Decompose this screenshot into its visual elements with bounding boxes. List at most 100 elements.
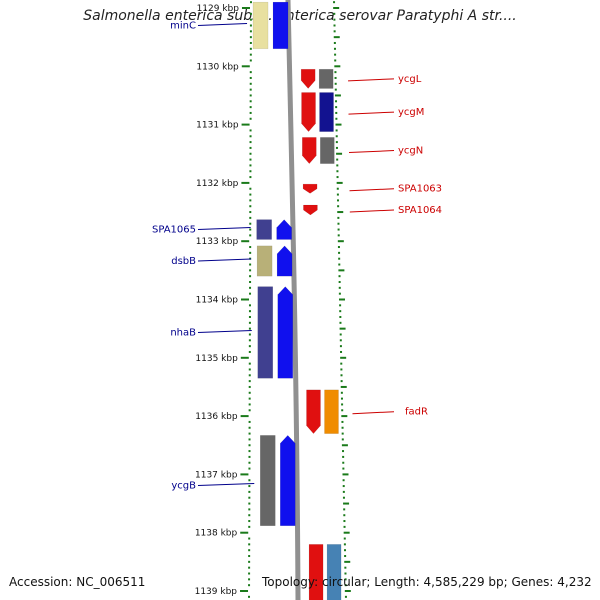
gene-label-forward: SPA1065 <box>152 225 196 236</box>
ruler-tick-right <box>344 595 347 598</box>
ruler-tick-major-left <box>241 240 250 243</box>
ruler-tick-right <box>338 251 341 254</box>
ruler-tick-left <box>249 146 252 149</box>
ruler-label: 1134 kbp <box>196 296 239 306</box>
ruler-tick-right <box>337 205 340 208</box>
ruler-tick-left <box>249 152 252 155</box>
gene-label-leader <box>348 150 395 154</box>
gene-label-leader <box>349 209 395 213</box>
ruler-tick-right <box>336 164 339 167</box>
gene-label-forward: nhaB <box>170 327 196 338</box>
gene-label-forward: dsbB <box>171 256 196 267</box>
ruler-tick-right <box>343 514 346 517</box>
ruler-tick-left <box>249 234 252 237</box>
gene-label-leader <box>352 411 395 415</box>
gene-label-reverse: ycgL <box>398 74 422 85</box>
ruler-tick-left <box>248 549 251 552</box>
ruler-tick-left <box>249 71 252 74</box>
gene-label-reverse: SPA1064 <box>398 205 442 216</box>
ruler-tick-right <box>335 146 338 149</box>
ruler-tick-major-right <box>336 181 343 184</box>
ruler-tick-left <box>248 479 251 482</box>
ruler-tick-right <box>339 339 342 342</box>
ruler-tick-left <box>249 41 252 44</box>
ruler-label: 1130 kbp <box>196 62 239 72</box>
ruler-tick-left <box>249 117 252 120</box>
ruler-tick-right <box>343 508 346 511</box>
ruler-tick-left <box>248 578 251 581</box>
ruler-tick-left <box>249 129 252 132</box>
ruler-tick-right <box>341 432 344 435</box>
ruler-tick-major-left <box>241 298 250 301</box>
ruler-tick-right <box>338 257 341 260</box>
ruler-tick-left <box>248 566 251 569</box>
ruler-tick-right <box>340 362 343 365</box>
ruler-tick-right <box>342 479 345 482</box>
ruler-tick-right <box>341 403 344 406</box>
gene-block-reverse <box>324 389 339 434</box>
ruler-tick-left <box>249 281 252 284</box>
gene-block-reverse <box>326 544 342 600</box>
ruler-tick-left <box>249 24 252 27</box>
ruler-tick-left <box>248 595 251 598</box>
ruler-tick-right <box>339 304 342 307</box>
ruler-tick-right <box>338 281 341 284</box>
ruler-tick-right <box>333 30 336 33</box>
ruler-label: 1138 kbp <box>195 529 238 539</box>
ruler-tick-left <box>248 397 251 400</box>
ruler-tick-right <box>338 275 341 278</box>
ruler-tick-left <box>248 426 251 429</box>
gene-label-leader <box>197 22 248 26</box>
ruler-tick-right <box>343 537 346 540</box>
ruler-tick-right <box>341 426 344 429</box>
gene-block-reverse <box>308 544 324 600</box>
ruler-tick-right <box>339 321 342 324</box>
ruler-tick-left <box>248 537 251 540</box>
ruler-tick-left <box>248 444 251 447</box>
ruler-tick-right <box>340 391 343 394</box>
ruler-tick-left <box>249 199 252 202</box>
ruler-tick-left <box>249 12 252 15</box>
ruler-tick-major-left <box>241 7 250 9</box>
ruler-tick-right <box>344 555 347 558</box>
gene-block-reverse <box>300 68 316 89</box>
ruler-tick-left <box>249 94 252 97</box>
ruler-tick-right <box>340 350 343 353</box>
ruler-tick-major-right <box>340 385 347 388</box>
ruler-tick-left <box>248 333 251 336</box>
ruler-label: 1133 kbp <box>196 237 239 247</box>
gene-block-reverse <box>306 389 321 434</box>
ruler-tick-right <box>343 525 346 528</box>
ruler-tick-left <box>249 47 252 50</box>
ruler-tick-right <box>334 59 337 62</box>
ruler-tick-right <box>337 199 340 202</box>
ruler-tick-left <box>248 461 251 464</box>
ruler-tick-left <box>249 269 252 272</box>
ruler-label: 1131 kbp <box>196 121 239 131</box>
ruler-label: 1132 kbp <box>196 179 239 189</box>
ruler-tick-right <box>337 222 340 225</box>
ruler-label: 1137 kbp <box>195 470 238 480</box>
ruler-tick-right <box>336 158 339 161</box>
ruler-tick-left <box>248 385 251 388</box>
ruler-tick-major-right <box>338 298 345 301</box>
ruler-tick-right <box>334 53 337 56</box>
ruler-tick-major-right <box>344 560 351 563</box>
ruler-tick-right <box>334 71 337 74</box>
ruler-tick-right <box>344 549 347 552</box>
ruler-tick-left <box>248 560 251 563</box>
ruler-tick-right <box>342 450 345 453</box>
ruler-tick-left <box>249 100 252 103</box>
ruler-tick-left <box>249 275 252 278</box>
ruler-tick-major-right <box>338 269 345 272</box>
ruler-tick-left <box>249 59 252 62</box>
gene-label-leader <box>348 78 395 82</box>
ruler-tick-major-right <box>337 211 344 214</box>
ruler-tick-left <box>249 193 252 196</box>
gene-label-forward: ycgB <box>171 481 196 492</box>
gene-block-reverse <box>320 137 335 164</box>
ruler-tick-left <box>248 315 251 318</box>
ruler-tick-major-left <box>240 356 249 359</box>
gene-block-reverse <box>318 68 334 89</box>
ruler-tick-right <box>342 467 345 470</box>
